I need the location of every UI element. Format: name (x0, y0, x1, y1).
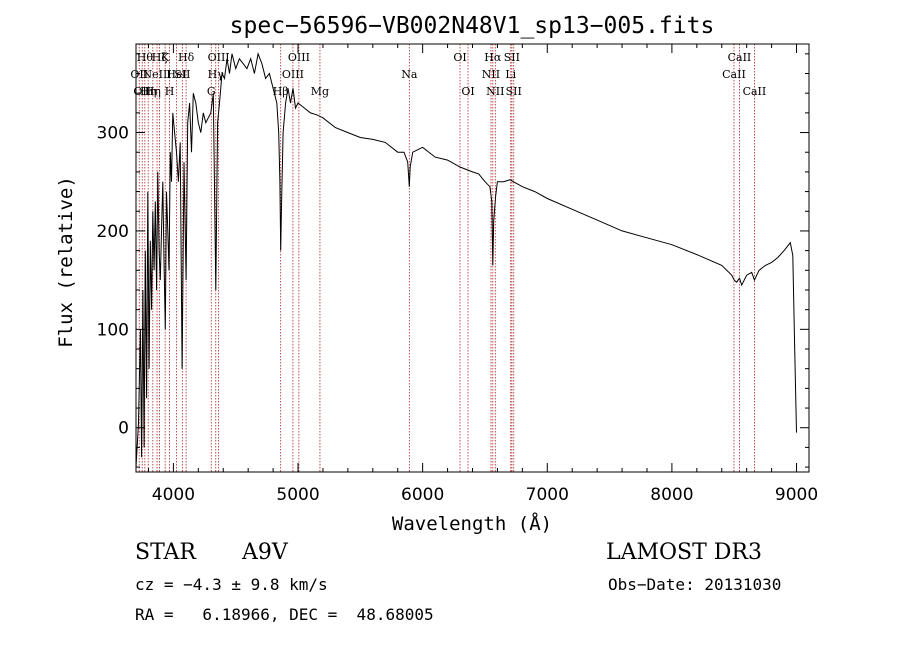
line-label: OIII (288, 51, 310, 64)
spectral-line-labels: OIIOIIHθHηHηNeIIIHζKHHeISIIHδGHγOIIIHβOI… (130, 51, 766, 98)
line-label: OI (453, 51, 466, 64)
line-label: Hθ (137, 51, 154, 64)
line-label: OI (461, 85, 474, 98)
x-tick-label: 6000 (401, 485, 444, 505)
line-label: Hη (140, 85, 156, 98)
line-label: H (165, 85, 175, 98)
y-axis-label: Flux (relative) (55, 176, 77, 348)
y-tick-label: 200 (97, 222, 129, 242)
line-label: G (207, 85, 216, 98)
spectral-line-markers (138, 44, 755, 472)
x-tick-label: 5000 (276, 485, 319, 505)
line-label: CaII (728, 51, 752, 64)
line-label: Hη (145, 85, 161, 98)
object-subclass: A9V (241, 540, 289, 565)
line-label: SII (506, 85, 522, 98)
survey-name: LAMOST DR3 (606, 540, 762, 565)
x-tick-label: 8000 (650, 485, 693, 505)
line-label: CaII (722, 68, 746, 81)
line-label: NII (482, 68, 500, 81)
x-axis-label: Wavelength (Å) (392, 512, 552, 535)
axis-ticks (136, 44, 809, 472)
axis-tick-labels: 4000 5000 6000 7000 8000 9000 0 100 200 300 (97, 124, 819, 505)
obs-date: Obs−Date: 20131030 (608, 575, 781, 594)
line-label: K (161, 51, 170, 64)
line-label: Na (401, 68, 418, 81)
y-tick-label: 100 (97, 320, 129, 340)
object-class: STAR (135, 540, 197, 565)
y-tick-label: 300 (97, 124, 129, 144)
x-tick-label: 7000 (526, 485, 569, 505)
line-label: Hβ (273, 85, 289, 98)
line-label: OIII (282, 68, 304, 81)
line-label: Hα (484, 51, 502, 64)
line-label: OIII (208, 51, 230, 64)
plot-frame (135, 43, 810, 473)
line-label: Hδ (178, 51, 195, 64)
line-label: Hγ (208, 68, 225, 81)
line-label: HeI (166, 68, 186, 81)
line-label: Hζ (152, 51, 168, 64)
line-label: OII (133, 85, 151, 98)
line-label: Li (505, 68, 516, 81)
chart-title: spec−56596−VB002N48V1_sp13−005.fits (230, 13, 715, 39)
x-tick-label: 9000 (775, 485, 818, 505)
line-label: CaII (743, 85, 767, 98)
x-tick-label: 4000 (152, 485, 195, 505)
spectrum-line (135, 51, 797, 468)
line-label: NII (486, 85, 504, 98)
redshift-text: cz = −4.3 ± 9.8 km/s (135, 575, 328, 594)
line-label: Mg (311, 85, 329, 98)
y-tick-label: 0 (118, 419, 129, 439)
line-label: SII (174, 68, 190, 81)
line-label: NeIII (142, 68, 171, 81)
ra-dec: RA = 6.18966, DEC = 48.68005 (135, 605, 434, 624)
line-label: OII (130, 68, 148, 81)
line-label: SII (504, 51, 520, 64)
